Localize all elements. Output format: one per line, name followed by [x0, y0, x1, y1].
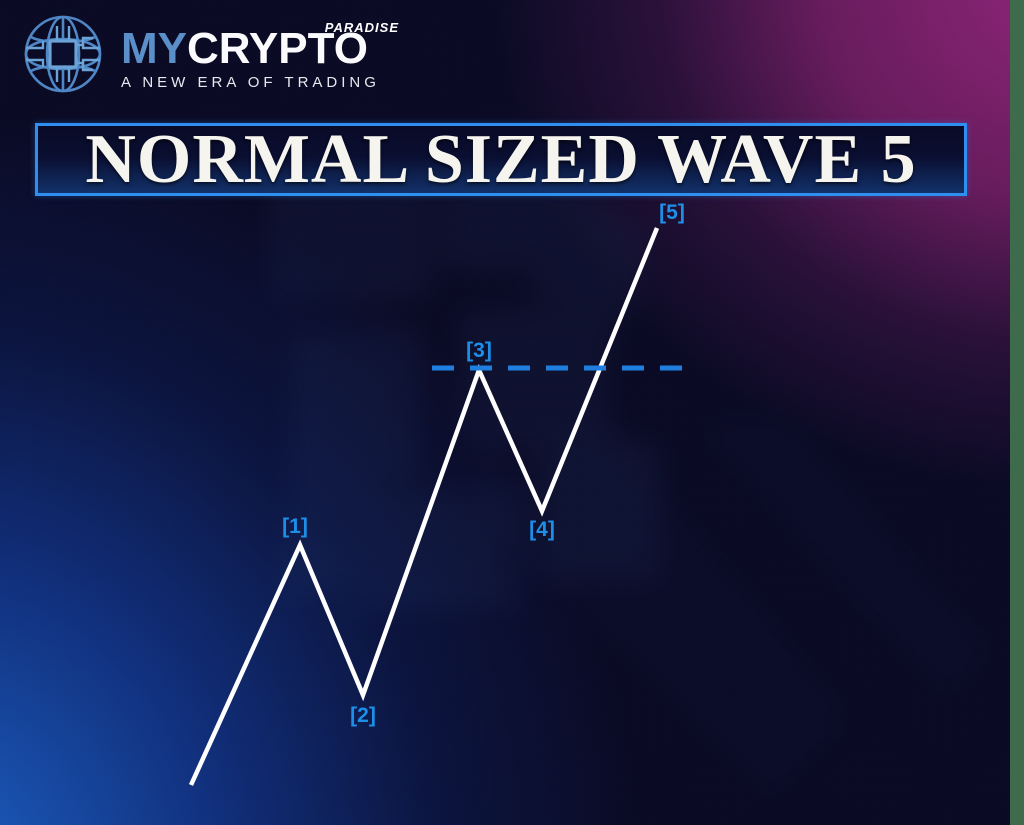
svg-text:[2]: [2] [350, 704, 376, 727]
svg-text:[3]: [3] [466, 339, 492, 362]
svg-text:[1]: [1] [282, 515, 308, 538]
svg-text:[5]: [5] [659, 201, 685, 224]
svg-text:[4]: [4] [529, 518, 555, 541]
